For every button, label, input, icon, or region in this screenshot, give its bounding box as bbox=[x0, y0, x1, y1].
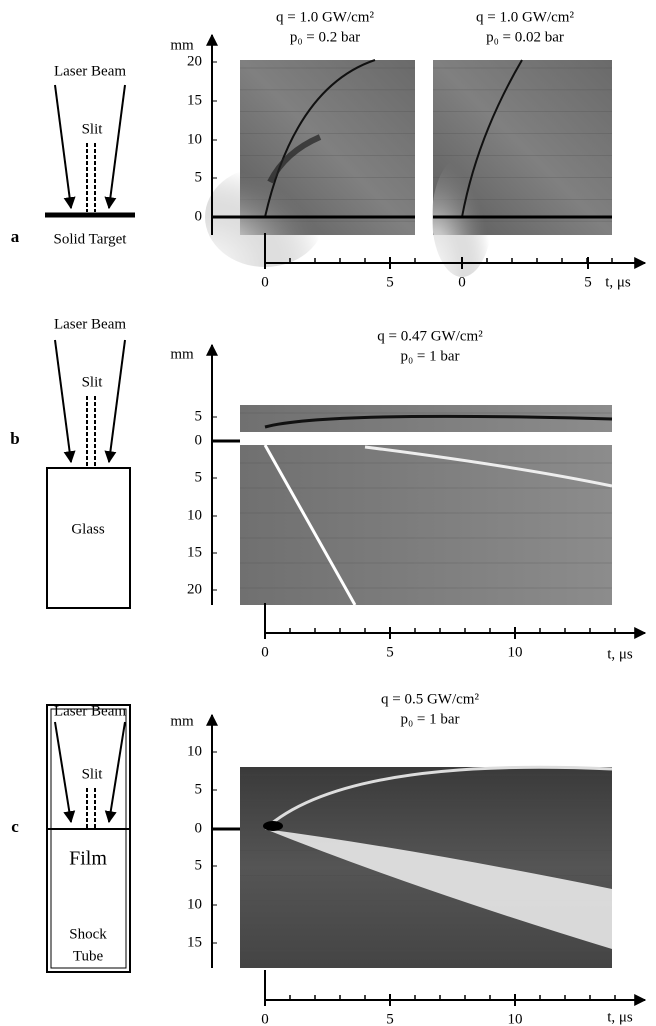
panel-label: b bbox=[10, 429, 19, 448]
slit-label: Slit bbox=[82, 766, 104, 782]
beam-arrow bbox=[104, 84, 126, 210]
beam-arrow bbox=[54, 339, 76, 464]
y-tick-label: 15 bbox=[187, 544, 202, 560]
plot-title: q = 1.0 GW/cm² bbox=[276, 9, 374, 25]
y-tick-label: 5 bbox=[195, 781, 203, 797]
x-unit: t, μs bbox=[607, 646, 633, 662]
panel-label: c bbox=[11, 817, 19, 836]
tube-wall bbox=[50, 708, 127, 969]
y-unit: mm bbox=[170, 713, 194, 729]
plot-subtitle: p₀ = 0.02 bar bbox=[486, 29, 564, 45]
y-tick-label: 5 bbox=[195, 408, 203, 424]
sample-box bbox=[46, 467, 131, 609]
dark-spot bbox=[263, 821, 283, 831]
plot-subtitle: p₀ = 1 bar bbox=[400, 348, 459, 364]
plot-title: q = 0.5 GW/cm² bbox=[381, 691, 479, 707]
gap bbox=[240, 432, 612, 445]
laser-beam-label: Laser Beam bbox=[54, 316, 126, 332]
upper-cone bbox=[263, 765, 613, 831]
y-tick-label: 10 bbox=[187, 507, 202, 523]
lower-front bbox=[364, 445, 613, 488]
upper-front bbox=[264, 414, 613, 429]
glass-wave bbox=[263, 444, 357, 606]
shock-front bbox=[461, 59, 523, 218]
x-tick-label: 0 bbox=[261, 1011, 269, 1026]
x-tick-label: 5 bbox=[584, 274, 592, 290]
x-unit: t, μs bbox=[607, 1009, 633, 1025]
tube-label: Shock bbox=[69, 926, 107, 942]
lower-cone bbox=[265, 829, 612, 949]
y-tick-label: 0 bbox=[195, 820, 203, 836]
plot-title: q = 0.47 GW/cm² bbox=[377, 328, 483, 344]
target-label: Solid Target bbox=[54, 231, 128, 247]
slit-label: Slit bbox=[82, 374, 104, 390]
beam-arrow bbox=[54, 84, 76, 210]
film-label: Film bbox=[69, 848, 107, 870]
beam-arrow bbox=[54, 721, 76, 824]
y-tick-label: 10 bbox=[187, 131, 202, 147]
dark-band bbox=[267, 134, 322, 184]
panel-label: a bbox=[11, 227, 20, 246]
y-tick-label: 20 bbox=[187, 53, 202, 69]
target-label: Glass bbox=[71, 521, 104, 537]
y-tick-label: 5 bbox=[195, 469, 203, 485]
tube-label: Tube bbox=[73, 948, 104, 964]
y-tick-label: 15 bbox=[187, 934, 202, 950]
x-unit: t, μs bbox=[605, 274, 631, 290]
x-tick-label: 0 bbox=[261, 644, 269, 660]
y-unit: mm bbox=[170, 346, 194, 362]
y-tick-label: 5 bbox=[195, 169, 203, 185]
y-tick-label: 5 bbox=[195, 857, 203, 873]
plot-title: q = 1.0 GW/cm² bbox=[476, 9, 574, 25]
laser-beam-label: Laser Beam bbox=[54, 703, 126, 719]
x-tick-label: 10 bbox=[508, 1011, 523, 1026]
y-unit: mm bbox=[170, 37, 194, 53]
y-tick-label: 10 bbox=[187, 743, 202, 759]
x-tick-label: 10 bbox=[508, 644, 523, 660]
x-tick-label: 5 bbox=[386, 1011, 394, 1026]
x-tick-label: 5 bbox=[386, 274, 394, 290]
y-tick-label: 0 bbox=[195, 208, 203, 224]
plot-subtitle: p₀ = 0.2 bar bbox=[290, 29, 360, 45]
laser-beam-label: Laser Beam bbox=[54, 63, 126, 79]
plot-subtitle: p₀ = 1 bar bbox=[400, 711, 459, 727]
y-tick-label: 0 bbox=[195, 432, 203, 448]
y-tick-label: 10 bbox=[187, 896, 202, 912]
beam-arrow bbox=[104, 721, 126, 824]
sample-box bbox=[46, 704, 131, 973]
slit-label: Slit bbox=[82, 121, 104, 137]
x-tick-label: 0 bbox=[458, 274, 466, 290]
x-tick-label: 0 bbox=[261, 274, 269, 290]
beam-arrow bbox=[104, 339, 126, 464]
x-tick-label: 5 bbox=[386, 644, 394, 660]
shock-front bbox=[264, 59, 376, 218]
y-tick-label: 15 bbox=[187, 92, 202, 108]
y-tick-label: 20 bbox=[187, 581, 202, 597]
